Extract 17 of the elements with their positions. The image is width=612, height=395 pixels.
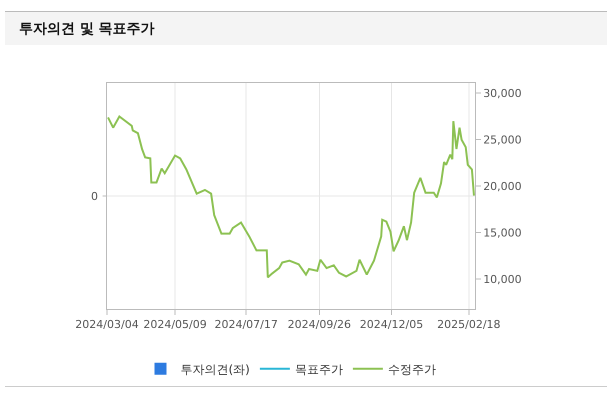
x-tick-label: 2024/12/05	[360, 318, 424, 332]
y2-tick-label: 25,000	[483, 134, 522, 147]
x-tick-label: 2024/03/04	[75, 318, 139, 332]
legend-label: 수정주가	[388, 362, 436, 376]
text: 0	[91, 190, 98, 203]
legend-label: 투자의견(좌)	[180, 362, 250, 376]
y2-tick-label: 20,000	[483, 180, 522, 194]
legend-label: 목표주가	[294, 362, 343, 376]
y2-tick-label: 15,000	[483, 226, 522, 240]
x-tick-label: 2024/09/26	[288, 318, 352, 332]
x-tick-label: 2024/05/09	[143, 318, 207, 332]
y2-tick-label: 10,000	[483, 273, 522, 286]
x-tick-label: 2024/07/17	[214, 318, 278, 332]
y2-tick-label: 30,000	[483, 87, 522, 100]
chart-title: 투자의견 및 목표주가	[5, 11, 607, 45]
line-series	[107, 115, 475, 278]
x-tick-label: 2025/02/18	[437, 318, 501, 332]
